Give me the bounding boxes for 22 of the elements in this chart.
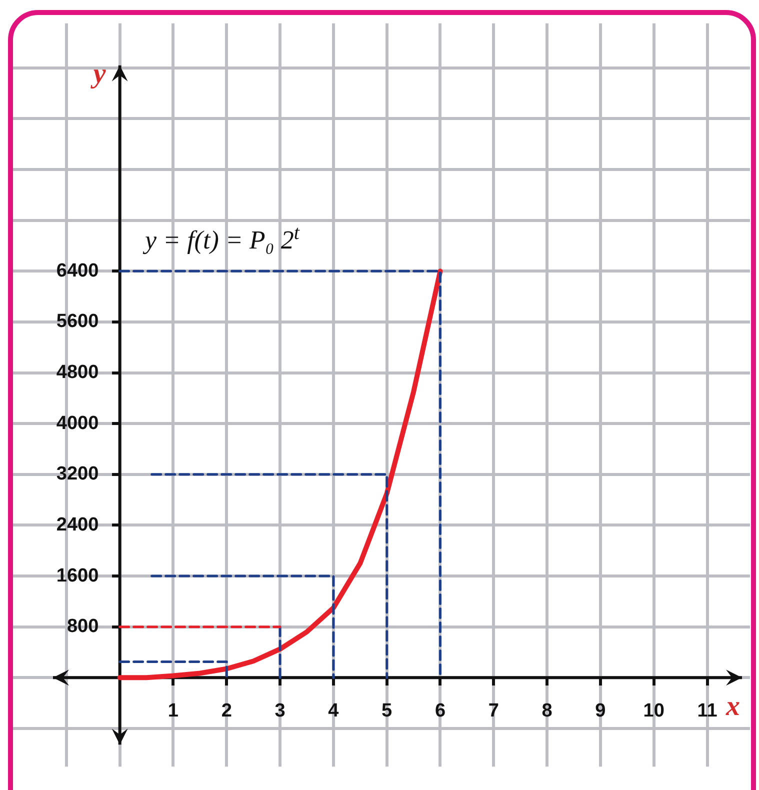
y-tick-label: 2400 <box>56 514 120 536</box>
y-tick-label: 6400 <box>56 260 120 282</box>
x-tick-label: 2 <box>221 700 232 722</box>
y-tick-label: 4800 <box>56 362 120 383</box>
y-tick-label: 5600 <box>56 311 120 332</box>
y-tick-label: 1600 <box>56 565 120 586</box>
x-tick-label: 11 <box>697 700 718 722</box>
x-axis-title: x <box>725 690 740 722</box>
y-axis-title: y <box>90 58 106 90</box>
x-tick-label: 1 <box>168 700 179 722</box>
y-tick-label: 800 <box>66 616 120 638</box>
y-tick-label: 3200 <box>56 464 120 485</box>
x-tick-label: 10 <box>643 700 664 722</box>
x-tick-label: 5 <box>382 700 393 722</box>
y-tick-label: 4000 <box>56 412 120 434</box>
annotation: y = f(t) = P₀ 2$^{t}$ <box>145 222 300 256</box>
x-tick-label: 8 <box>542 700 552 722</box>
x-tick-label: 7 <box>488 700 499 722</box>
x-tick-label: 9 <box>595 700 606 722</box>
x-tick-label: 6 <box>434 700 446 722</box>
x-tick-label: 3 <box>274 700 286 722</box>
x-tick-label: 4 <box>328 700 340 722</box>
